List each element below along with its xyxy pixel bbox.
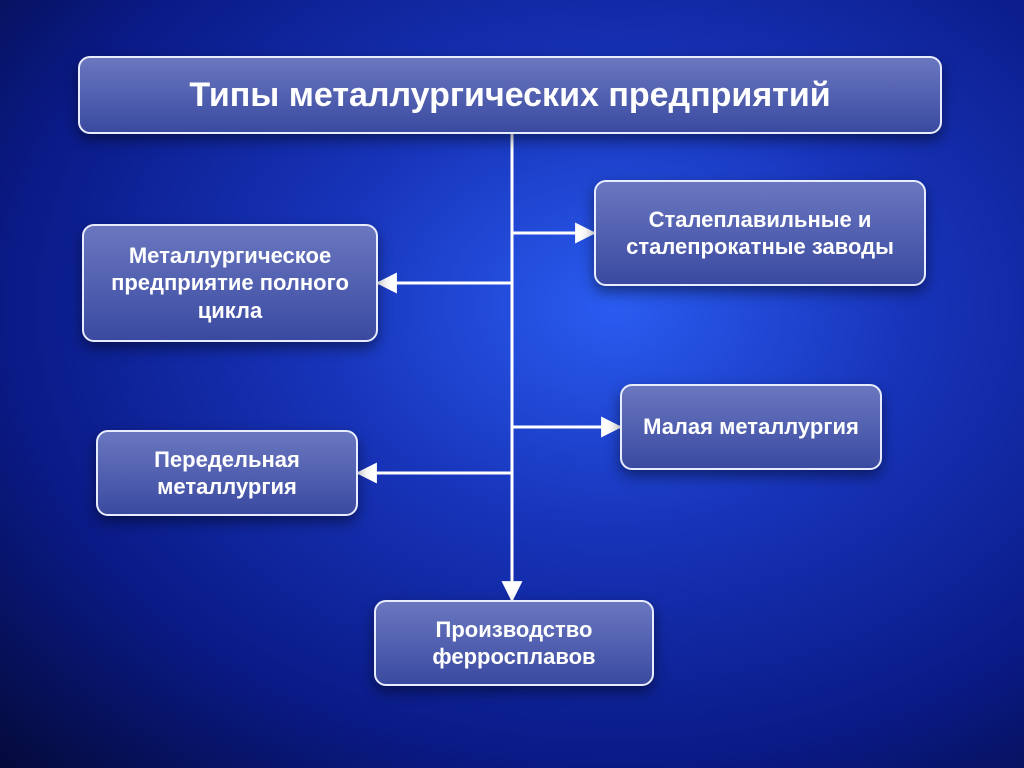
title-node: Типы металлургических предприятий	[78, 56, 942, 134]
node-conversion-metallurgy: Передельная металлургия	[96, 430, 358, 516]
node-ferroalloys: Производство ферросплавов	[374, 600, 654, 686]
node-small-metallurgy: Малая металлургия	[620, 384, 882, 470]
node-steel-plants: Сталеплавильные и сталепрокатные заводы	[594, 180, 926, 286]
node-full-cycle: Металлургическое предприятие полного цик…	[82, 224, 378, 342]
diagram-stage: Типы металлургических предприятий Сталеп…	[0, 0, 1024, 768]
